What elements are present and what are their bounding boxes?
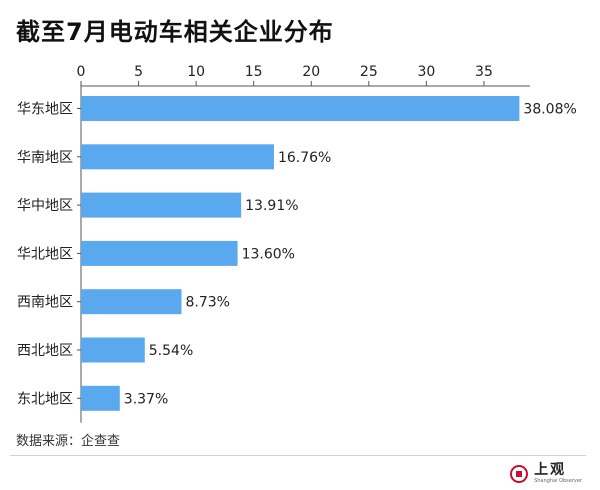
chart-title: 截至7月电动车相关企业分布: [16, 18, 334, 46]
data-source-note: 数据来源：企查查: [16, 434, 121, 449]
category-label: 西南地区: [17, 295, 73, 311]
bar: [81, 337, 145, 363]
value-label: 13.60%: [242, 246, 295, 262]
x-tick-label: 15: [245, 64, 263, 80]
category-label: 西北地区: [17, 343, 73, 359]
footer-divider: [10, 455, 586, 456]
value-label: 5.54%: [149, 343, 193, 359]
value-label: 3.37%: [124, 391, 168, 407]
logo-icon: [510, 464, 529, 483]
x-tick-label: 35: [475, 64, 493, 80]
x-tick-label: 20: [302, 64, 320, 80]
category-label: 华东地区: [17, 102, 73, 118]
bar: [81, 192, 242, 218]
category-label: 华南地区: [17, 150, 73, 166]
value-label: 38.08%: [523, 102, 576, 118]
category-label: 华中地区: [17, 198, 73, 214]
value-label: 16.76%: [278, 150, 331, 166]
x-tick-label: 5: [134, 64, 143, 80]
brand-name: 上观: [534, 462, 567, 478]
x-tick-label: 10: [187, 64, 205, 80]
bar: [81, 96, 520, 121]
x-tick-label: 30: [417, 64, 435, 80]
bar-chart: 0 5 10 15 20 25 30 35 华东地区 38.08% 华南地区 16.76% 华中地区 13…: [17, 64, 577, 423]
value-label: 8.73%: [186, 295, 230, 311]
category-label: 华北地区: [17, 246, 73, 262]
bar: [81, 144, 274, 170]
value-label: 13.91%: [245, 198, 298, 214]
bar: [81, 385, 120, 411]
bar: [81, 240, 238, 266]
brand-subtitle: Shanghai Observer: [534, 478, 582, 484]
x-tick-label: 0: [77, 64, 86, 80]
brand-logo: 上观 Shanghai Observer: [510, 463, 582, 484]
bar: [81, 289, 182, 315]
x-tick-label: 25: [360, 64, 378, 80]
category-label: 东北地区: [17, 391, 73, 407]
